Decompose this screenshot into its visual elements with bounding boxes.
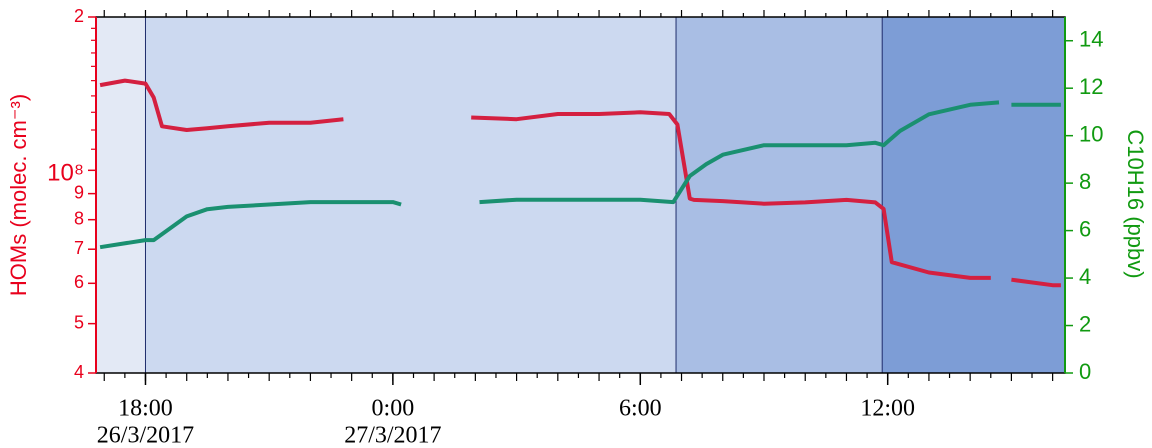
y-tick-label: 4: [74, 362, 84, 382]
y2-tick-label: 2: [1079, 311, 1091, 336]
regions: [96, 17, 1065, 373]
region: [882, 17, 1065, 373]
y-axis-label: HOMs (molec. cm⁻³): [6, 94, 31, 296]
region: [96, 17, 146, 373]
x-date-label: 26/3/2017: [97, 423, 194, 448]
y2-tick-label: 0: [1079, 359, 1091, 384]
y-tick-label: 9: [74, 182, 84, 202]
x-date-label: 27/3/2017: [344, 423, 441, 448]
y2-tick-label: 12: [1079, 74, 1103, 99]
lines: [99, 78, 1061, 288]
y-tick-label: 8: [74, 208, 84, 228]
region: [145, 17, 677, 373]
y2-tick-label: 8: [1079, 169, 1091, 194]
y2-tick-label: 6: [1079, 216, 1091, 241]
y2-tick-label: 10: [1079, 121, 1103, 146]
y-tick-label: 6: [74, 272, 84, 292]
series-line: [99, 78, 1061, 288]
y2-tick-label: 14: [1079, 27, 1103, 52]
y-tick-label: 2: [74, 6, 84, 26]
series-line: [99, 100, 1061, 250]
y-tick-label: 10⁸: [47, 160, 84, 187]
x-tick-label: 0:00: [372, 396, 415, 422]
x-tick-label: 18:00: [118, 396, 173, 422]
region: [676, 17, 883, 373]
x-tick-label: 6:00: [619, 396, 662, 422]
x-tick-label: 12:00: [860, 396, 915, 422]
y2-axis-label: C10H16 (ppbv): [1123, 129, 1148, 278]
y2-tick-label: 4: [1079, 264, 1091, 289]
y-tick-label: 5: [74, 312, 84, 332]
y-tick-label: 7: [74, 238, 84, 258]
